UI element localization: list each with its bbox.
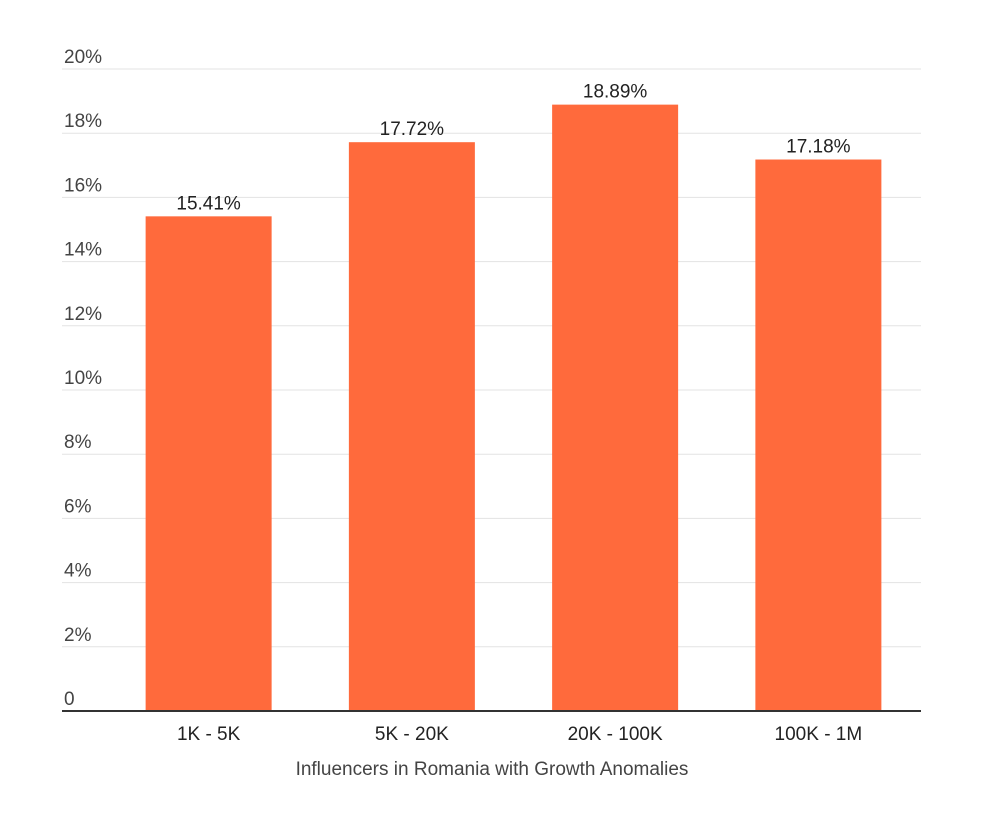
- x-category-label: 5K - 20K: [375, 724, 449, 745]
- y-tick-label: 18%: [64, 111, 102, 132]
- y-tick-label: 20%: [64, 47, 102, 68]
- y-tick-label: 16%: [64, 175, 102, 196]
- y-axis-ticks: 0 2% 4% 6% 8% 10% 12% 14% 16% 18% 20%: [64, 47, 102, 710]
- bar-value-label: 15.41%: [176, 193, 241, 214]
- bar-value-label: 18.89%: [583, 82, 648, 103]
- bar-value-label: 17.72%: [380, 119, 445, 140]
- x-category-label: 100K - 1M: [775, 724, 863, 745]
- bars: [145, 104, 882, 712]
- bar: [348, 142, 475, 712]
- bar-value-label: 17.18%: [786, 137, 851, 158]
- x-axis-title: Influencers in Romania with Growth Anoma…: [296, 759, 689, 780]
- y-tick-label: 14%: [64, 240, 102, 261]
- y-tick-label: 4%: [64, 561, 92, 582]
- y-tick-label: 8%: [64, 432, 92, 453]
- x-axis-categories: 1K - 5K 5K - 20K 20K - 100K 100K - 1M: [177, 724, 862, 745]
- y-tick-label: 6%: [64, 496, 92, 517]
- y-tick-label: 0: [64, 689, 75, 710]
- data-labels: 15.41% 17.72% 18.89% 17.18%: [176, 82, 850, 215]
- y-tick-label: 10%: [64, 368, 102, 389]
- y-tick-label: 12%: [64, 304, 102, 325]
- x-category-label: 20K - 100K: [568, 724, 663, 745]
- bar: [145, 216, 272, 712]
- y-tick-label: 2%: [64, 625, 92, 646]
- x-category-label: 1K - 5K: [177, 724, 241, 745]
- bar: [552, 104, 679, 712]
- bar: [755, 159, 882, 712]
